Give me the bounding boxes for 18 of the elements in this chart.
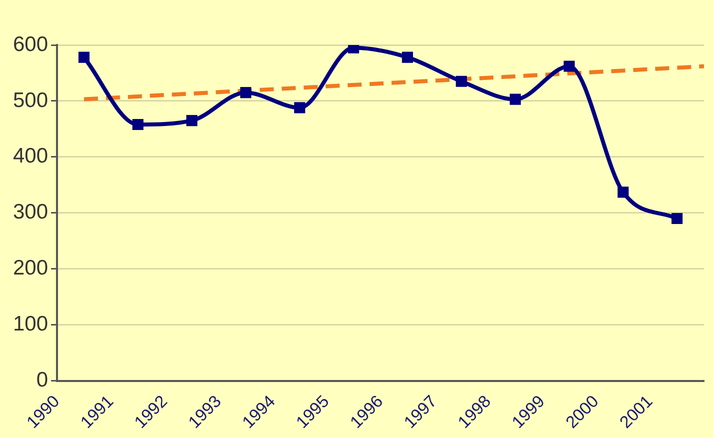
y-tick-label: 100 <box>12 312 48 336</box>
point <box>132 118 144 130</box>
point <box>78 52 90 63</box>
y-tick-label: 400 <box>12 144 48 168</box>
y-tick-label: 500 <box>12 88 48 112</box>
point <box>240 87 252 98</box>
point <box>672 212 683 224</box>
point <box>456 76 467 87</box>
point <box>294 102 306 114</box>
point <box>186 115 198 126</box>
y-tick-label: 300 <box>12 200 48 224</box>
point <box>564 60 575 72</box>
point <box>402 52 414 63</box>
y-tick-label: 0 <box>36 368 48 392</box>
y-tick-label: 600 <box>12 32 48 56</box>
y-tick-label: 200 <box>12 256 48 280</box>
point <box>618 186 629 198</box>
point <box>510 94 521 105</box>
